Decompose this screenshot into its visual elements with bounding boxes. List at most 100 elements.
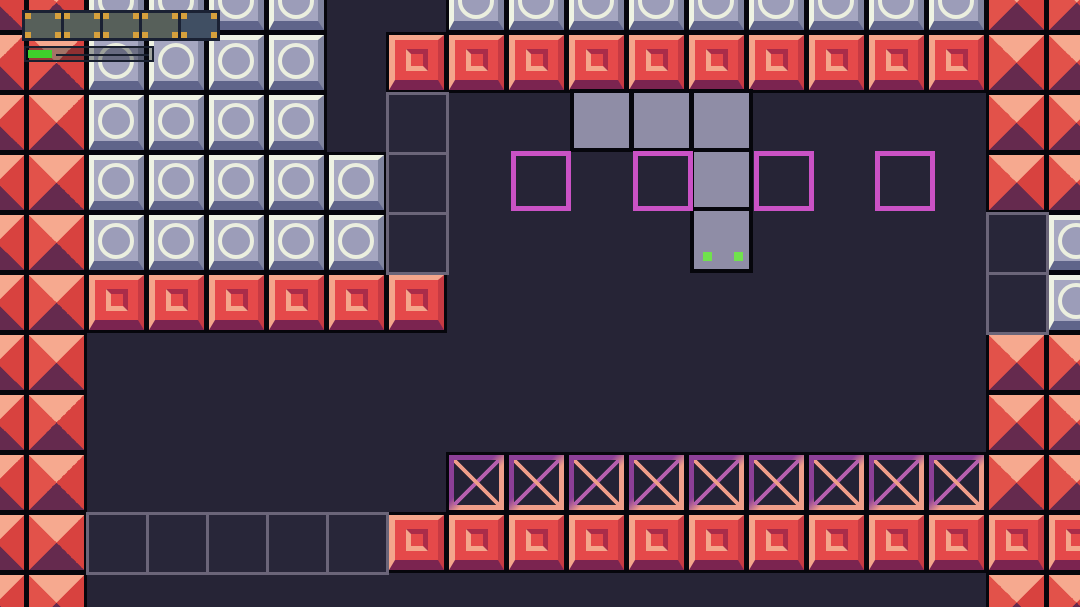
x-crate [926,452,987,513]
button-square-emboss [645,529,668,551]
x-crate-face [449,455,504,510]
snake-body-segment [694,93,749,148]
pyramid-tile [986,92,1047,153]
button-square-emboss [465,49,488,71]
pyramid-tile [26,452,87,513]
pyramid-tile-face [989,335,1044,390]
inventory-slot[interactable] [22,10,64,41]
pyramid-tile-face [1049,395,1080,450]
pyramid-tile-face [989,0,1044,30]
slot-corner-bracket [64,32,70,38]
metal-block [86,152,147,213]
ghost-divider [389,152,446,155]
button-square-emboss [285,289,308,311]
metal-block-face [149,35,204,90]
red-button-block-face [629,35,684,90]
pyramid-tile-face [29,95,84,150]
button-square-emboss [885,529,908,551]
pyramid-tile [0,332,27,393]
pyramid-tile-face [29,35,84,90]
metal-block-face [269,155,324,210]
red-button-block [626,512,687,573]
inventory-slot[interactable] [100,10,142,41]
metal-block-face [509,0,564,30]
metal-block [206,92,267,153]
red-button-block-face [689,35,744,90]
metal-block [206,32,267,93]
ghost-outline-box [986,212,1049,335]
metal-block [506,0,567,33]
pyramid-tile-face [0,215,24,270]
pyramid-tile-face [29,155,84,210]
red-button-block [926,512,987,573]
snake-eye [703,252,712,261]
metal-block [566,0,627,33]
red-button-block-face [389,275,444,330]
red-button-block [746,512,807,573]
slot-corner-bracket [181,13,187,19]
metal-block [266,32,327,93]
button-square-emboss [405,529,428,551]
pyramid-tile-face [29,215,84,270]
inventory-slot-active[interactable] [178,10,220,41]
ring-emboss [98,162,134,199]
ring-emboss [98,102,134,139]
red-button-block [686,512,747,573]
red-button-block-face [89,275,144,330]
slot-corner-bracket [25,32,31,38]
inventory-slot[interactable] [139,10,181,41]
metal-block [206,152,267,213]
metal-block-face [149,155,204,210]
metal-block-face [1049,215,1080,270]
red-button-block [386,32,447,93]
slot-corner-bracket [103,32,109,38]
metal-block [746,0,807,33]
red-button-block-face [869,35,924,90]
pyramid-tile-face [29,455,84,510]
pyramid-tile [1046,452,1080,513]
pyramid-tile [0,212,27,273]
red-button-block-face [809,515,864,570]
x-crate-face [869,455,924,510]
red-button-block [566,32,627,93]
metal-block-face [329,215,384,270]
pyramid-tile [26,332,87,393]
x-crate [746,452,807,513]
snake-eye [734,252,743,261]
slot-corner-bracket [55,13,61,19]
ghost-outline-box [386,92,449,275]
metal-block-face [689,0,744,30]
inventory-slot[interactable] [61,10,103,41]
pyramid-tile [0,512,27,573]
ring-emboss [518,0,554,19]
metal-block [266,92,327,153]
x-crate [626,452,687,513]
ring-emboss [278,222,314,259]
pyramid-tile [26,272,87,333]
inventory-slots [22,10,220,41]
red-button-block-face [929,515,984,570]
ring-emboss [458,0,494,19]
pyramid-tile [986,32,1047,93]
pyramid-tile [26,212,87,273]
x-crate [866,452,927,513]
ghost-divider [389,212,446,215]
ring-emboss [878,0,914,19]
metal-block-face [269,95,324,150]
ring-emboss [158,42,194,79]
x-crate-face [569,455,624,510]
metal-block-face [89,215,144,270]
button-square-emboss [825,49,848,71]
pyramid-tile [1046,0,1080,33]
red-button-block-face [509,35,564,90]
button-square-emboss [945,49,968,71]
pyramid-tile-face [0,275,24,330]
slot-corner-bracket [133,32,139,38]
metal-block-face [149,95,204,150]
red-button-block [446,32,507,93]
x-crate-face [629,455,684,510]
health-fill [28,50,52,58]
metal-block [806,0,867,33]
metal-block-face [209,215,264,270]
